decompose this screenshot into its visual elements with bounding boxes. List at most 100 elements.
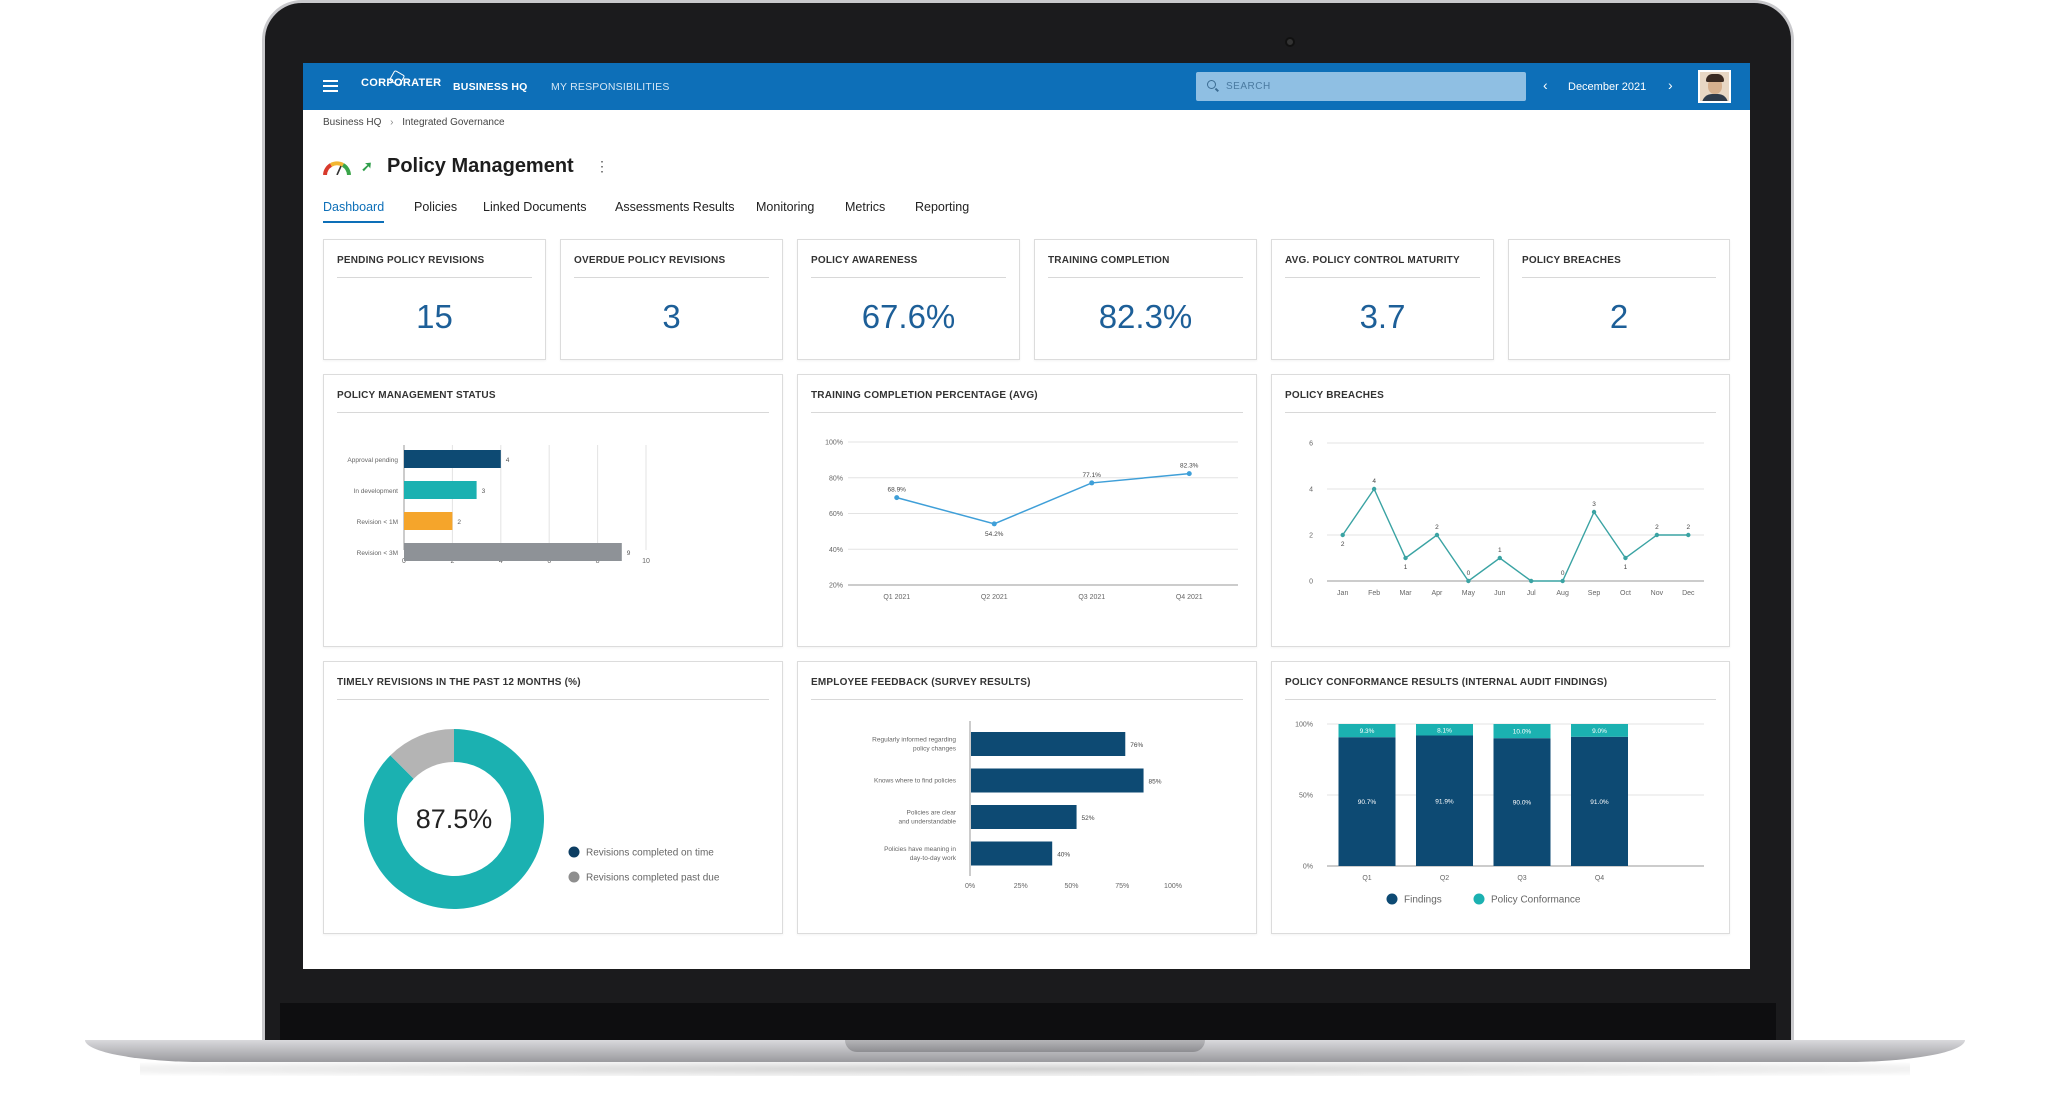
x-tick-label: Mar bbox=[1400, 590, 1413, 597]
x-tick-label: 2 bbox=[450, 558, 454, 565]
chevron-left-icon[interactable]: ‹ bbox=[1543, 77, 1548, 93]
data-point bbox=[1466, 578, 1471, 584]
user-avatar[interactable] bbox=[1698, 70, 1731, 103]
period-selector[interactable]: December 2021 bbox=[1568, 81, 1647, 93]
bar-value-label: 4 bbox=[506, 457, 510, 464]
tab-policies[interactable]: Policies bbox=[414, 200, 458, 214]
x-tick-label: Aug bbox=[1556, 590, 1569, 597]
legend-label: Revisions completed on time bbox=[586, 848, 714, 859]
bar-value-label: 52% bbox=[1082, 815, 1095, 822]
x-tick-label: Jul bbox=[1527, 590, 1536, 597]
kpi-card-policy-breaches[interactable]: POLICY BREACHES 2 bbox=[1508, 239, 1730, 360]
tab-assessments-results[interactable]: Assessments Results bbox=[615, 200, 735, 214]
chevron-right-icon[interactable]: › bbox=[1668, 77, 1673, 93]
y-tick-label: 4 bbox=[1309, 487, 1313, 494]
nav-business-hq[interactable]: BUSINESS HQ bbox=[453, 81, 528, 93]
status-bar-chart: 0 2 4 6 8 10 Approval pending 4 In development 3 R… bbox=[347, 445, 650, 565]
breadcrumb-item-business-hq[interactable]: Business HQ bbox=[323, 117, 382, 128]
kpi-card-overdue-revisions[interactable]: OVERDUE POLICY REVISIONS 3 bbox=[560, 239, 783, 360]
x-tick-label: Dec bbox=[1682, 590, 1695, 597]
search-input[interactable] bbox=[1226, 76, 1516, 97]
nav-my-responsibilities[interactable]: MY RESPONSIBILITIES bbox=[551, 81, 670, 93]
gauge-icon bbox=[323, 161, 351, 175]
y-tick-label: 6 bbox=[1309, 441, 1313, 448]
x-tick-label: 75% bbox=[1115, 883, 1129, 890]
category-label: Revision < 1M bbox=[357, 519, 398, 526]
bar-value-label: 2 bbox=[457, 519, 461, 526]
kpi-label: TRAINING COMPLETION bbox=[1048, 255, 1170, 266]
category-label: day-to-day work bbox=[910, 855, 957, 862]
kpi-value: 15 bbox=[416, 298, 453, 335]
card-policy-breaches-chart: POLICY BREACHES 6 4 2 0 2 Jan 4 Feb 1 Mar 2 Apr 0 May… bbox=[1271, 374, 1730, 647]
data-point bbox=[1403, 555, 1408, 561]
data-label: 68.9% bbox=[888, 487, 907, 494]
top-navigation-bar: CORPORATER BUSINESS HQ MY RESPONSIBILITI… bbox=[303, 63, 1750, 110]
kpi-card-control-maturity[interactable]: AVG. POLICY CONTROL MATURITY 3.7 bbox=[1271, 239, 1494, 360]
x-tick-label: May bbox=[1462, 590, 1476, 597]
bar bbox=[404, 450, 501, 468]
x-tick-label: Jun bbox=[1494, 590, 1505, 597]
y-tick-label: 80% bbox=[829, 475, 843, 482]
donut-slice bbox=[390, 729, 454, 779]
data-label: 3 bbox=[1592, 501, 1596, 508]
data-label: 82.3% bbox=[1180, 463, 1199, 470]
kpi-card-policy-awareness[interactable]: POLICY AWARENESS 67.6% bbox=[797, 239, 1020, 360]
conformance-stacked-bar-chart: 100% 50% 0% 90.7% 9.3% Q1 91.9% 8.1% Q2 90.0% 10.0… bbox=[1295, 722, 1704, 906]
x-tick-label: Q2 2021 bbox=[981, 594, 1008, 601]
breadcrumb-item-integrated-governance[interactable]: Integrated Governance bbox=[402, 117, 505, 128]
segment-value-label: 9.0% bbox=[1592, 728, 1607, 735]
x-tick-label: Q2 bbox=[1440, 875, 1449, 882]
data-label: 2 bbox=[1341, 541, 1345, 548]
search-box[interactable] bbox=[1196, 72, 1526, 101]
laptop-chin bbox=[280, 1003, 1776, 1041]
x-tick-label: Q1 2021 bbox=[883, 594, 910, 601]
more-options-icon[interactable]: ⋮ bbox=[595, 158, 609, 174]
x-tick-label: Q4 bbox=[1595, 875, 1604, 882]
category-label: policy changes bbox=[913, 746, 957, 753]
data-label: 54.2% bbox=[985, 531, 1004, 538]
donut-center-label: 87.5% bbox=[416, 804, 493, 834]
legend-label: Revisions completed past due bbox=[586, 873, 720, 884]
laptop-notch bbox=[845, 1040, 1205, 1052]
card-policy-conformance: POLICY CONFORMANCE RESULTS (INTERNAL AUD… bbox=[1271, 661, 1730, 934]
data-point bbox=[894, 495, 900, 501]
x-tick-label: 6 bbox=[547, 558, 551, 565]
tab-monitoring[interactable]: Monitoring bbox=[756, 200, 815, 214]
kpi-value: 82.3% bbox=[1098, 298, 1193, 335]
bar bbox=[404, 543, 622, 561]
segment-value-label: 90.7% bbox=[1358, 799, 1377, 806]
segment-value-label: 91.0% bbox=[1590, 799, 1609, 806]
stacked-bar-segment bbox=[1493, 738, 1551, 866]
x-tick-label: 25% bbox=[1014, 883, 1028, 890]
data-label: 1 bbox=[1404, 564, 1408, 571]
kpi-value: 3.7 bbox=[1359, 298, 1406, 335]
tab-reporting[interactable]: Reporting bbox=[915, 200, 970, 214]
bar-value-label: 85% bbox=[1149, 779, 1162, 786]
x-tick-label: Q3 bbox=[1517, 875, 1526, 882]
y-tick-label: 100% bbox=[1295, 722, 1313, 729]
x-tick-label: 4 bbox=[499, 558, 503, 565]
data-point bbox=[1089, 480, 1095, 486]
hamburger-menu-icon[interactable] bbox=[323, 80, 338, 92]
tab-dashboard[interactable]: Dashboard bbox=[323, 200, 385, 223]
series-line bbox=[1342, 487, 1689, 582]
kpi-card-pending-revisions[interactable]: PENDING POLICY REVISIONS 15 bbox=[323, 239, 546, 360]
feedback-bar-chart: 0% 25% 50% 75% 100% Regularly informed regard… bbox=[872, 721, 1182, 890]
stacked-bar-segment bbox=[1571, 724, 1628, 737]
tab-metrics[interactable]: Metrics bbox=[845, 200, 886, 214]
camera-icon bbox=[1285, 37, 1295, 47]
x-tick-label: 100% bbox=[1164, 883, 1182, 890]
x-tick-label: Apr bbox=[1432, 590, 1444, 597]
kpi-card-training-completion[interactable]: TRAINING COMPLETION 82.3% bbox=[1034, 239, 1257, 360]
card-title: TRAINING COMPLETION PERCENTAGE (AVG) bbox=[811, 390, 1038, 401]
data-point bbox=[1623, 555, 1628, 561]
data-point bbox=[1497, 555, 1502, 561]
kpi-label: POLICY BREACHES bbox=[1522, 255, 1621, 266]
data-label: 2 bbox=[1686, 524, 1690, 531]
tab-linked-documents[interactable]: Linked Documents bbox=[483, 200, 587, 214]
app-logo[interactable]: CORPORATER bbox=[361, 77, 442, 89]
segment-value-label: 91.9% bbox=[1435, 798, 1454, 805]
kpi-label: POLICY AWARENESS bbox=[811, 255, 918, 266]
card-title: EMPLOYEE FEEDBACK (SURVEY RESULTS) bbox=[811, 677, 1031, 688]
x-tick-label: Sep bbox=[1588, 590, 1601, 597]
